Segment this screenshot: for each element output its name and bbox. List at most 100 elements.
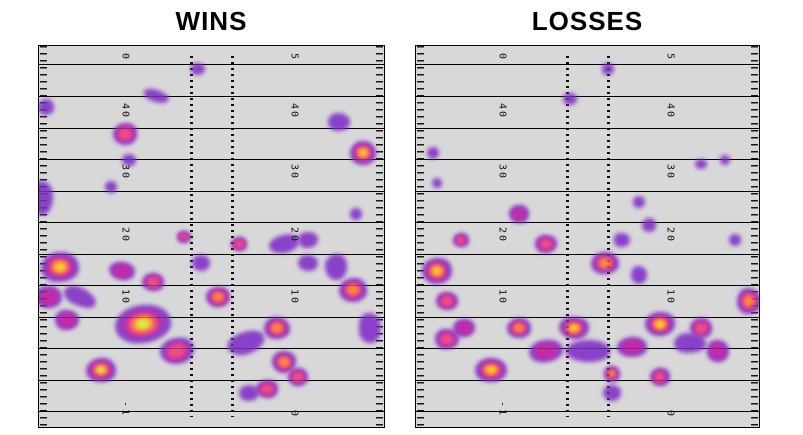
heat-blob	[694, 322, 707, 334]
heat-blob	[279, 357, 289, 367]
heat-blob	[514, 323, 524, 332]
heat-blob-layer	[39, 46, 384, 427]
yard-number-label: 20	[496, 226, 508, 243]
heat-blob	[190, 62, 205, 75]
heat-blob	[359, 149, 367, 156]
yard-line	[416, 190, 759, 192]
heat-blob	[39, 181, 54, 216]
losses-title: LOSSES	[531, 6, 644, 36]
edge-tick-marks	[40, 46, 47, 427]
yard-line	[416, 95, 759, 97]
heat-blob	[146, 277, 159, 288]
heat-blob	[709, 342, 726, 359]
heat-blob	[57, 313, 76, 328]
heat-blob	[511, 207, 527, 221]
yard-number-label: 5	[664, 53, 676, 62]
heat-blob	[642, 218, 657, 233]
yard-number-label: 20	[288, 226, 300, 243]
yard-line	[39, 253, 384, 255]
heat-blob	[602, 62, 615, 75]
yard-line	[39, 316, 384, 318]
yard-number-label: 0	[664, 409, 676, 418]
yard-number-label: 40	[496, 102, 508, 119]
heat-blob	[298, 232, 319, 249]
yard-number-label: 30	[496, 163, 508, 180]
yard-line	[39, 379, 384, 381]
yard-line	[39, 95, 384, 97]
yard-number-label: 20	[119, 226, 131, 243]
yard-number-label: 40	[664, 102, 676, 119]
yard-line	[39, 159, 384, 161]
heat-blob	[728, 234, 741, 247]
heat-blob	[655, 320, 664, 328]
heat-blob	[694, 159, 707, 170]
heat-blob	[440, 296, 453, 307]
wins-title: WINS	[175, 6, 248, 36]
yard-line	[39, 190, 384, 192]
heat-blob	[105, 180, 118, 193]
yard-number-label: 10	[664, 289, 676, 306]
yard-number-label: 10	[288, 289, 300, 306]
heat-blob-layer	[416, 46, 759, 427]
heat-blob	[192, 255, 211, 272]
hash-marks-column	[565, 55, 569, 418]
heat-blob	[298, 255, 319, 272]
yard-line	[416, 285, 759, 287]
heat-blob	[654, 372, 665, 383]
yard-line	[416, 410, 759, 412]
yard-line	[39, 63, 384, 65]
yard-line	[39, 348, 384, 350]
yard-number-label: 0	[288, 409, 300, 418]
yard-line	[39, 410, 384, 412]
edge-tick-marks	[751, 46, 758, 427]
yard-line	[39, 222, 384, 224]
heat-blob	[234, 240, 244, 248]
yard-number-label: 0	[119, 53, 131, 62]
heat-blob	[328, 113, 351, 132]
heat-blob	[569, 324, 578, 331]
heat-blob	[98, 367, 104, 372]
heat-blob	[743, 296, 754, 307]
yard-number-label: 30	[119, 163, 131, 180]
yard-line	[416, 316, 759, 318]
heat-blob	[602, 384, 621, 401]
yard-line	[39, 285, 384, 287]
yard-number-label: 30	[288, 163, 300, 180]
heat-blob	[632, 196, 645, 209]
heat-blob	[39, 289, 59, 306]
yard-line	[416, 127, 759, 129]
heat-blob	[563, 93, 578, 106]
heat-blob	[487, 366, 496, 374]
heat-blob	[674, 333, 707, 354]
edge-tick-marks	[376, 46, 383, 427]
heat-blob	[440, 333, 454, 345]
heat-blob	[456, 236, 465, 245]
heat-blob	[621, 339, 643, 355]
heat-blob	[121, 154, 136, 167]
heat-blob	[271, 323, 283, 333]
yard-line	[39, 127, 384, 129]
heat-blob	[427, 146, 440, 159]
hash-marks-column	[189, 55, 193, 418]
yard-line	[416, 63, 759, 65]
yard-number-label: 5	[288, 53, 300, 62]
yard-number-label: 30	[664, 163, 676, 180]
yard-number-label: 10	[496, 289, 508, 306]
heat-blob	[599, 258, 611, 268]
edge-tick-marks	[417, 46, 424, 427]
heat-blob	[540, 239, 553, 249]
heat-blob	[347, 285, 359, 295]
yard-line	[416, 379, 759, 381]
hash-marks-column	[607, 55, 611, 418]
heat-blob	[260, 384, 273, 394]
heat-blob	[613, 233, 630, 248]
heat-blob	[180, 233, 188, 240]
heat-blob	[719, 155, 730, 166]
yard-number-label: 10	[119, 289, 131, 306]
heat-blob	[142, 85, 171, 106]
yard-number-label: -1	[496, 401, 508, 418]
yard-number-label: 40	[119, 102, 131, 119]
heat-blob	[350, 207, 363, 220]
yard-number-label: 40	[288, 102, 300, 119]
